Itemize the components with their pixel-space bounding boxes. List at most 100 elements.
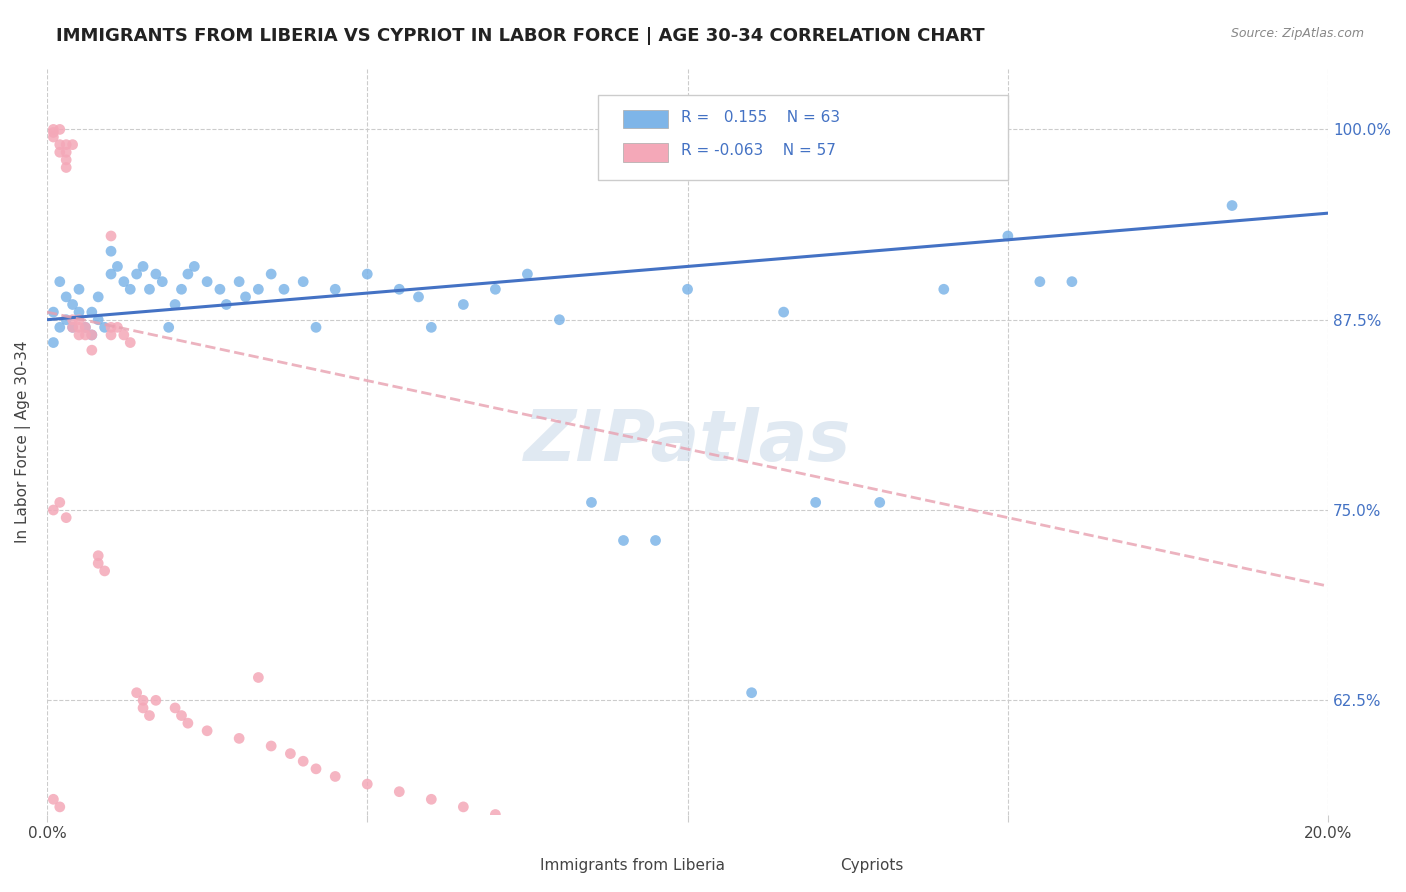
FancyBboxPatch shape [623,143,668,161]
Point [55,510,77,524]
Point [292,275,315,289]
Point [138,282,160,296]
Point [49,320,72,334]
Point [42,126,65,140]
Point [49,145,72,160]
Point [453,800,475,814]
Point [273,282,295,296]
Point [997,229,1019,244]
Point [247,282,270,296]
Text: Immigrants from Liberia: Immigrants from Liberia [540,858,725,872]
Point [804,495,827,509]
Point [420,320,443,334]
Point [132,701,155,715]
Point [235,290,257,304]
Point [93,564,115,578]
Point [67,320,90,334]
Point [323,769,346,783]
Point [150,275,173,289]
Point [208,282,231,296]
Point [42,792,65,806]
Point [581,495,603,509]
Point [100,267,122,281]
Point [1060,275,1083,289]
Text: R = -0.063    N = 57: R = -0.063 N = 57 [681,143,837,158]
Point [183,260,205,274]
Point [42,122,65,136]
Point [323,282,346,296]
Point [49,495,72,509]
Point [932,282,955,296]
Point [195,723,218,738]
Point [100,328,122,343]
Point [260,267,283,281]
Point [55,153,77,167]
Point [125,686,148,700]
Point [75,320,97,334]
Point [145,693,167,707]
Point [80,328,103,343]
Point [408,290,430,304]
Text: IMMIGRANTS FROM LIBERIA VS CYPRIOT IN LABOR FORCE | AGE 30-34 CORRELATION CHART: IMMIGRANTS FROM LIBERIA VS CYPRIOT IN LA… [56,27,984,45]
Point [215,297,238,311]
Point [100,320,122,334]
Point [741,686,763,700]
Point [177,716,200,731]
Point [612,533,634,548]
Point [644,533,666,548]
Point [55,161,77,175]
Point [138,708,160,723]
Text: Cypriots: Cypriots [839,858,904,872]
Text: R =   0.155    N = 63: R = 0.155 N = 63 [681,110,841,125]
Point [195,275,218,289]
Point [62,297,84,311]
Point [516,267,538,281]
Point [453,297,475,311]
Point [62,320,84,334]
Point [388,785,411,799]
Point [100,244,122,259]
Point [67,282,90,296]
Point [75,320,97,334]
Point [125,267,148,281]
Point [49,275,72,289]
Point [132,260,155,274]
Point [1029,275,1052,289]
Point [145,267,167,281]
Point [62,320,84,334]
Point [55,145,77,160]
Point [292,754,315,768]
Point [165,701,187,715]
Point [107,320,129,334]
Point [548,822,571,837]
Point [49,137,72,152]
Point [49,122,72,136]
Point [132,693,155,707]
Y-axis label: In Labor Force | Age 30-34: In Labor Force | Age 30-34 [15,340,31,542]
Point [388,282,411,296]
Point [87,312,110,326]
Text: ZIPatlas: ZIPatlas [524,407,851,476]
Point [548,312,571,326]
Point [62,312,84,326]
Point [42,503,65,517]
Point [55,137,77,152]
Point [177,267,200,281]
Point [305,320,328,334]
Point [67,305,90,319]
Point [420,792,443,806]
Point [87,549,110,563]
Point [676,282,699,296]
Point [42,335,65,350]
Point [120,282,142,296]
Point [87,557,110,571]
FancyBboxPatch shape [598,95,1008,180]
Point [62,137,84,152]
Point [165,297,187,311]
Point [772,305,794,319]
Point [356,777,378,791]
Point [1220,198,1243,212]
Text: Source: ZipAtlas.com: Source: ZipAtlas.com [1230,27,1364,40]
Point [869,495,891,509]
Point [67,328,90,343]
